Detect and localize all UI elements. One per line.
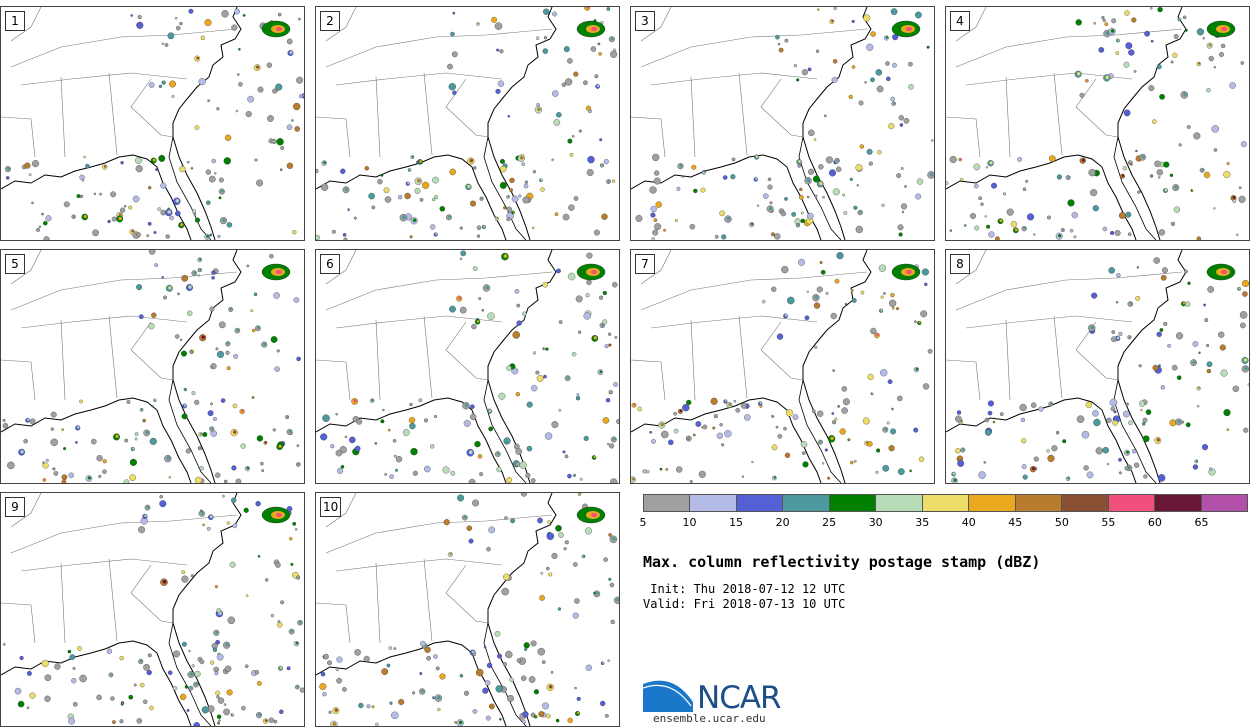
ncar-logo-icon — [643, 677, 696, 712]
member-label: 9 — [5, 497, 25, 517]
colorbar-segment — [783, 495, 830, 511]
reflectivity-colorbar — [643, 494, 1248, 512]
member-panel-8: 8 — [945, 249, 1250, 484]
panel-map — [946, 250, 1249, 483]
member-panel-4: 4 — [945, 6, 1250, 241]
colorbar-tick-label: 15 — [729, 516, 744, 529]
panel-map — [1, 250, 301, 483]
member-panel-2: 2 — [315, 6, 620, 241]
member-panel-6: 6 — [315, 249, 620, 484]
colorbar-tick-label: 40 — [961, 516, 976, 529]
colorbar-segment — [1062, 495, 1109, 511]
panel-map — [631, 250, 933, 483]
colorbar-tick-label: 25 — [822, 516, 837, 529]
colorbar-tick-label: 55 — [1101, 516, 1116, 529]
panel-map — [1, 493, 304, 726]
colorbar-segment — [969, 495, 1016, 511]
panel-map — [631, 7, 934, 240]
member-panel-10: 10 — [315, 492, 620, 727]
member-label: 10 — [320, 497, 342, 517]
init-time: Init: Thu 2018-07-12 12 UTC — [643, 582, 846, 596]
member-panel-7: 7 — [630, 249, 935, 484]
member-label: 8 — [950, 254, 970, 274]
site-url: ensemble.ucar.edu — [653, 712, 766, 725]
member-label: 6 — [320, 254, 340, 274]
colorbar-tick-label: 50 — [1054, 516, 1069, 529]
member-label: 1 — [5, 11, 25, 31]
valid-time: Valid: Fri 2018-07-13 10 UTC — [643, 597, 846, 611]
member-panel-3: 3 — [630, 6, 935, 241]
member-label: 4 — [950, 11, 970, 31]
colorbar-segment — [922, 495, 970, 511]
panel-map — [316, 493, 619, 726]
member-panel-5: 5 — [0, 249, 305, 484]
panel-map — [946, 7, 1247, 240]
panel-map — [316, 7, 618, 240]
figure-title: Max. column reflectivity postage stamp (… — [643, 553, 1041, 571]
colorbar-tick-label: 35 — [915, 516, 930, 529]
colorbar-tick-label: 60 — [1147, 516, 1162, 529]
colorbar-segment — [690, 495, 737, 511]
colorbar-tick-label: 20 — [775, 516, 790, 529]
colorbar-tick-label: 45 — [1008, 516, 1023, 529]
panel-map — [316, 250, 619, 483]
colorbar-segment — [829, 495, 877, 511]
colorbar-segment — [1155, 495, 1202, 511]
member-label: 3 — [635, 11, 655, 31]
member-label: 7 — [635, 254, 655, 274]
ncar-logo-text: NCAR — [697, 680, 782, 716]
panel-map — [1, 7, 304, 240]
colorbar-ticks: 5 10 15 20 25 30 35 40 45 50 55 60 65 — [639, 516, 1248, 530]
colorbar-tick-label: 5 — [639, 516, 647, 529]
colorbar-segment — [1108, 495, 1156, 511]
colorbar-tick-label: 65 — [1194, 516, 1209, 529]
colorbar-segment — [736, 495, 784, 511]
colorbar-segment — [1015, 495, 1063, 511]
colorbar-segment — [1201, 495, 1248, 511]
colorbar-tick-label: 30 — [868, 516, 883, 529]
colorbar-tick-label: 10 — [682, 516, 697, 529]
colorbar-segment — [644, 495, 691, 511]
member-label: 5 — [5, 254, 25, 274]
member-panel-1: 1 — [0, 6, 305, 241]
member-label: 2 — [320, 11, 340, 31]
member-panel-9: 9 — [0, 492, 305, 727]
colorbar-segment — [876, 495, 923, 511]
